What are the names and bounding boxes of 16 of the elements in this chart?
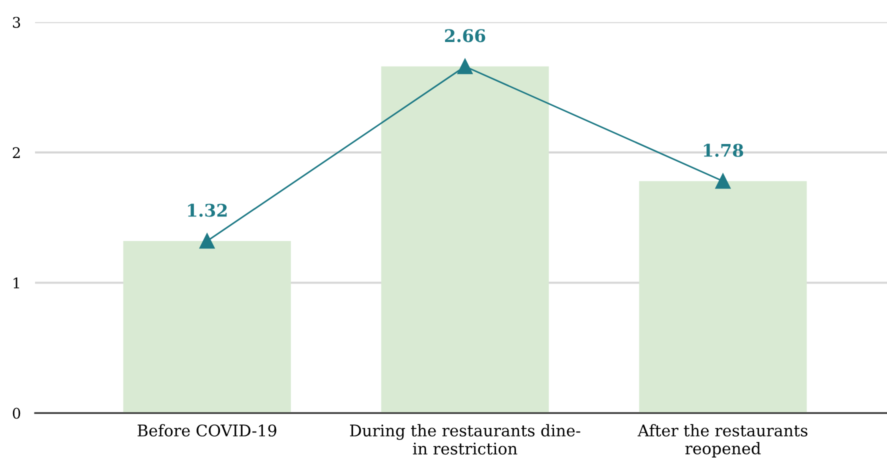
x-tick-label: Before COVID-19	[138, 424, 276, 437]
y-tick-label: 3	[12, 16, 20, 28]
bar	[639, 181, 807, 414]
x-tick-label: During the restaurants dine- in restriction	[350, 424, 580, 455]
x-tick-label: After the restaurants reopened	[638, 424, 808, 458]
point	[457, 58, 473, 74]
data-label: 1.78	[704, 144, 744, 157]
y-tick-label: 0	[12, 408, 20, 419]
data-label: 1.32	[188, 204, 227, 217]
point	[199, 233, 215, 249]
y-tick-label: 2	[12, 147, 20, 158]
bar	[123, 241, 291, 414]
y-tick-label: 1	[14, 277, 20, 288]
bar	[381, 66, 549, 414]
data-label: 2.66	[445, 29, 486, 42]
point	[715, 173, 731, 189]
